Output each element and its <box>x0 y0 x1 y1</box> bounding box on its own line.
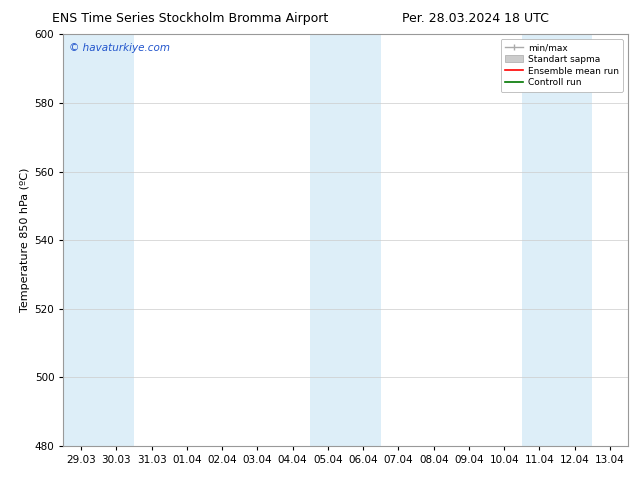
Bar <box>310 34 381 446</box>
Bar <box>522 34 592 446</box>
Text: © havaturkiye.com: © havaturkiye.com <box>69 43 170 52</box>
Bar <box>63 34 134 446</box>
Legend: min/max, Standart sapma, Ensemble mean run, Controll run: min/max, Standart sapma, Ensemble mean r… <box>501 39 623 92</box>
Y-axis label: Temperature 850 hPa (ºC): Temperature 850 hPa (ºC) <box>20 168 30 312</box>
Text: ENS Time Series Stockholm Bromma Airport: ENS Time Series Stockholm Bromma Airport <box>52 12 328 25</box>
Text: Per. 28.03.2024 18 UTC: Per. 28.03.2024 18 UTC <box>402 12 549 25</box>
